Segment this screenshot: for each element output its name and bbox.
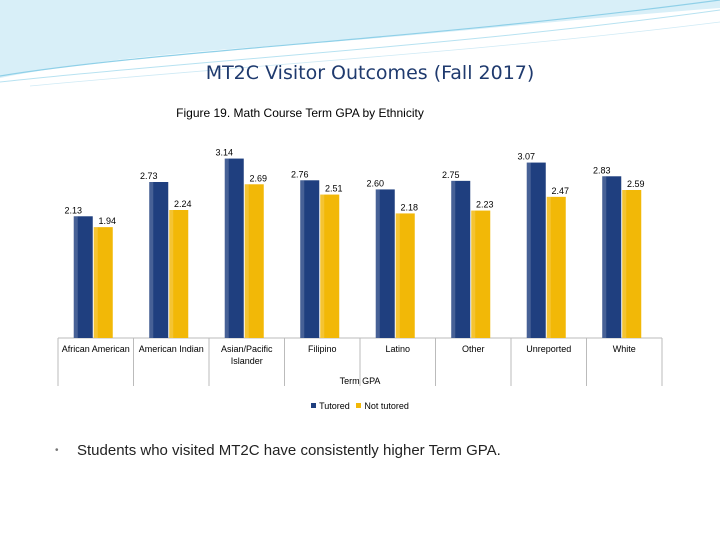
x-tick-label-line: White xyxy=(613,344,636,354)
bar-tutored xyxy=(149,182,169,338)
swoosh-line-1 xyxy=(0,0,720,77)
bar-not-tutored xyxy=(622,190,642,338)
bar-highlight xyxy=(451,180,456,338)
bar-tutored xyxy=(300,180,320,338)
swoosh-line-3 xyxy=(29,21,720,87)
bar-highlight xyxy=(395,213,400,338)
bar-highlight xyxy=(169,210,174,338)
data-label-not-tutored: 2.47 xyxy=(551,186,569,196)
x-tick-label-line: Other xyxy=(462,344,485,354)
bar-highlight xyxy=(73,216,78,338)
x-tick-label-line: American Indian xyxy=(139,344,204,354)
bar-chart: 2.13 1.94 2.73 2.24 3.14 2.69 2.76 2.51 2.60 2.18… xyxy=(57,148,663,386)
data-label-not-tutored: 2.24 xyxy=(174,199,192,209)
bar-tutored xyxy=(375,189,395,338)
data-label-tutored: 2.73 xyxy=(140,171,158,181)
legend-label-tutored: Tutored xyxy=(319,400,350,411)
bar-highlight xyxy=(224,158,229,338)
bar-highlight xyxy=(300,180,305,338)
x-axis-title: Term GPA xyxy=(340,376,381,386)
bullet-dot-icon: • xyxy=(55,445,59,456)
bullet-point: • Students who visited MT2C have consist… xyxy=(55,442,695,459)
bar-highlight xyxy=(546,196,551,338)
bar-tutored xyxy=(73,216,93,338)
slide-title: MT2C Visitor Outcomes (Fall 2017) xyxy=(205,62,535,84)
bar-not-tutored xyxy=(244,184,264,338)
legend-item-tutored: Tutored xyxy=(311,401,350,411)
x-tick-label-line: Islander xyxy=(231,356,263,366)
x-tick-label-line: Asian/Pacific xyxy=(221,344,273,354)
bar-tutored xyxy=(526,162,546,338)
bar-highlight xyxy=(622,190,627,338)
data-labels-layer: 2.13 1.94 2.73 2.24 3.14 2.69 2.76 2.51 2.60 2.18… xyxy=(64,148,644,227)
bar-highlight xyxy=(375,189,380,338)
data-label-not-tutored: 1.94 xyxy=(98,216,116,226)
bar-tutored xyxy=(451,180,471,338)
data-label-not-tutored: 2.23 xyxy=(476,200,494,210)
legend-swatch-tutored xyxy=(311,403,317,408)
x-tick-label: Latino xyxy=(385,344,410,354)
x-tick-label: American Indian xyxy=(139,344,204,354)
data-label-tutored: 3.07 xyxy=(517,152,535,162)
data-label-tutored: 2.75 xyxy=(442,170,460,180)
bar-not-tutored xyxy=(546,196,566,338)
data-label-tutored: 2.83 xyxy=(593,165,611,175)
data-label-tutored: 3.14 xyxy=(215,148,233,158)
bar-highlight xyxy=(320,194,325,338)
x-tick-label: Filipino xyxy=(308,344,337,354)
bar-not-tutored xyxy=(93,227,113,338)
data-label-tutored: 2.76 xyxy=(291,169,309,179)
bar-highlight xyxy=(471,210,476,338)
legend-item-not-tutored: Not tutored xyxy=(356,401,409,411)
data-label-not-tutored: 2.69 xyxy=(249,173,267,183)
bar-tutored xyxy=(224,158,244,338)
x-tick-label-line: Filipino xyxy=(308,344,337,354)
bar-not-tutored xyxy=(169,210,189,338)
legend-label-not-tutored: Not tutored xyxy=(364,400,409,411)
bar-not-tutored xyxy=(320,194,340,338)
chart-title: Figure 19. Math Course Term GPA by Ethni… xyxy=(176,106,424,120)
x-tick-label: Unreported xyxy=(526,344,571,354)
bar-highlight xyxy=(93,227,98,338)
data-label-not-tutored: 2.59 xyxy=(627,179,645,189)
x-tick-label: Asian/Pacific Islander xyxy=(221,344,273,366)
data-label-not-tutored: 2.51 xyxy=(325,184,343,194)
bar-not-tutored xyxy=(471,210,491,338)
header-swoosh-decoration xyxy=(0,0,720,87)
data-label-tutored: 2.60 xyxy=(366,178,384,188)
bar-highlight xyxy=(244,184,249,338)
data-label-tutored: 2.13 xyxy=(64,205,82,215)
data-label-not-tutored: 2.18 xyxy=(400,202,418,212)
x-tick-label-line: Latino xyxy=(385,344,410,354)
bars-layer xyxy=(73,158,642,338)
tick-labels-layer: African American American Indian Asian/Pac… xyxy=(62,344,636,366)
swoosh-line-2 xyxy=(0,9,720,83)
bullet-text: Students who visited MT2C have consisten… xyxy=(77,442,501,459)
x-tick-label: Other xyxy=(462,344,485,354)
x-tick-label-line: Unreported xyxy=(526,344,571,354)
x-tick-label-line: African American xyxy=(62,344,130,354)
x-tick-label: African American xyxy=(62,344,130,354)
bar-highlight xyxy=(149,182,154,338)
chart-legend: Tutored Not tutored xyxy=(0,400,720,411)
legend-swatch-not-tutored xyxy=(356,403,362,408)
bar-highlight xyxy=(526,162,531,338)
x-tick-label: White xyxy=(613,344,636,354)
bar-highlight xyxy=(602,176,607,338)
bar-not-tutored xyxy=(395,213,415,338)
bar-tutored xyxy=(602,176,622,338)
